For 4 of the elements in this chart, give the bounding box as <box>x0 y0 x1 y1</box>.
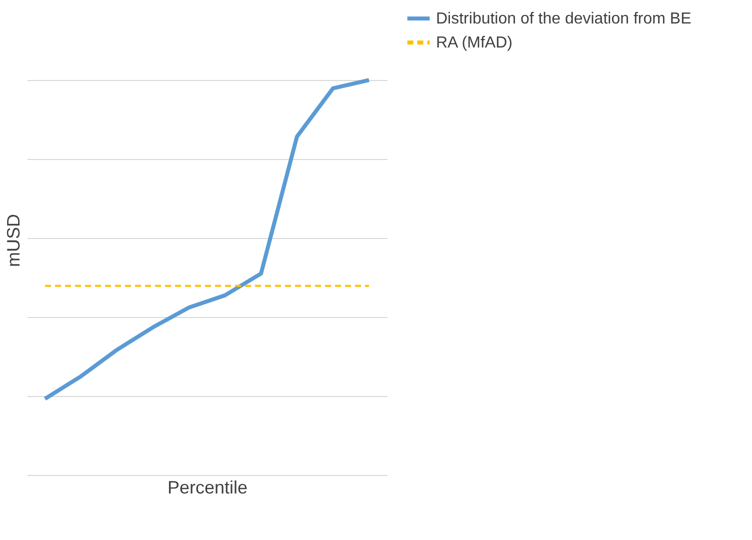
y-axis-title: mUSD <box>4 214 24 267</box>
legend-label: Distribution of the deviation from BE <box>436 10 692 28</box>
x-axis-title: Percentile <box>167 478 248 498</box>
legend-label: RA (MfAD) <box>436 34 512 52</box>
